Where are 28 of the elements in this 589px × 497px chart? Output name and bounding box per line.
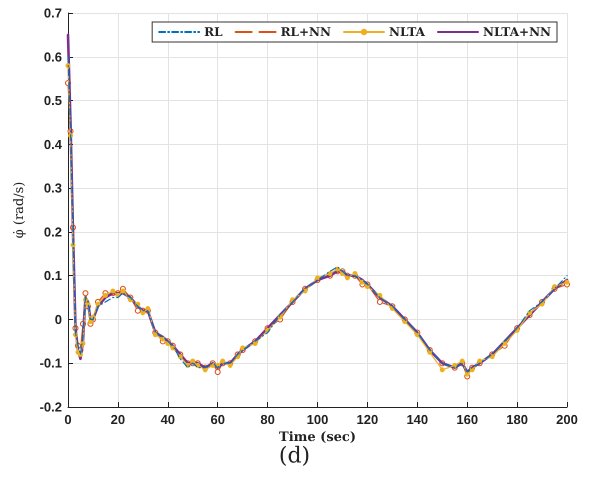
x-tick-label: 140 [406, 412, 428, 427]
y-tick-label: 0.5 [44, 93, 62, 108]
text: (d) [278, 444, 310, 468]
y-axis-title: φ̇ (rad/s) [12, 182, 27, 238]
legend-label: RL [204, 25, 224, 39]
x-tick-label: 200 [556, 412, 578, 427]
x-tick-label: 100 [306, 412, 328, 427]
y-tick-label: 0.7 [44, 6, 62, 20]
y-tick-label: 0.2 [44, 224, 62, 240]
y-tick-label: 0 [54, 312, 62, 327]
x-tick-label: 180 [506, 412, 528, 427]
y-tick-label: 0.3 [44, 180, 62, 196]
legend-label: NLTA [388, 25, 426, 39]
y-tick-label: -0.1 [40, 356, 62, 371]
x-axis-title: Time (sec) [279, 430, 356, 445]
x-tick-label: 40 [160, 412, 176, 427]
y-tick-label: -0.2 [40, 400, 62, 414]
x-tick-label: 80 [260, 412, 275, 427]
y-tick-label: 0.6 [44, 49, 62, 64]
y-tick-label: 0.4 [44, 136, 63, 152]
x-tick-label: 0 [64, 412, 72, 427]
legend-label: NLTA+NN [482, 25, 552, 39]
y-tick-label: 0.1 [44, 268, 62, 284]
x-tick-label: 120 [356, 412, 378, 427]
x-tick-label: 20 [110, 412, 126, 427]
x-tick-label: 60 [210, 412, 225, 427]
legend-label: RL+NN [280, 25, 332, 39]
x-tick-label: 160 [456, 412, 478, 427]
